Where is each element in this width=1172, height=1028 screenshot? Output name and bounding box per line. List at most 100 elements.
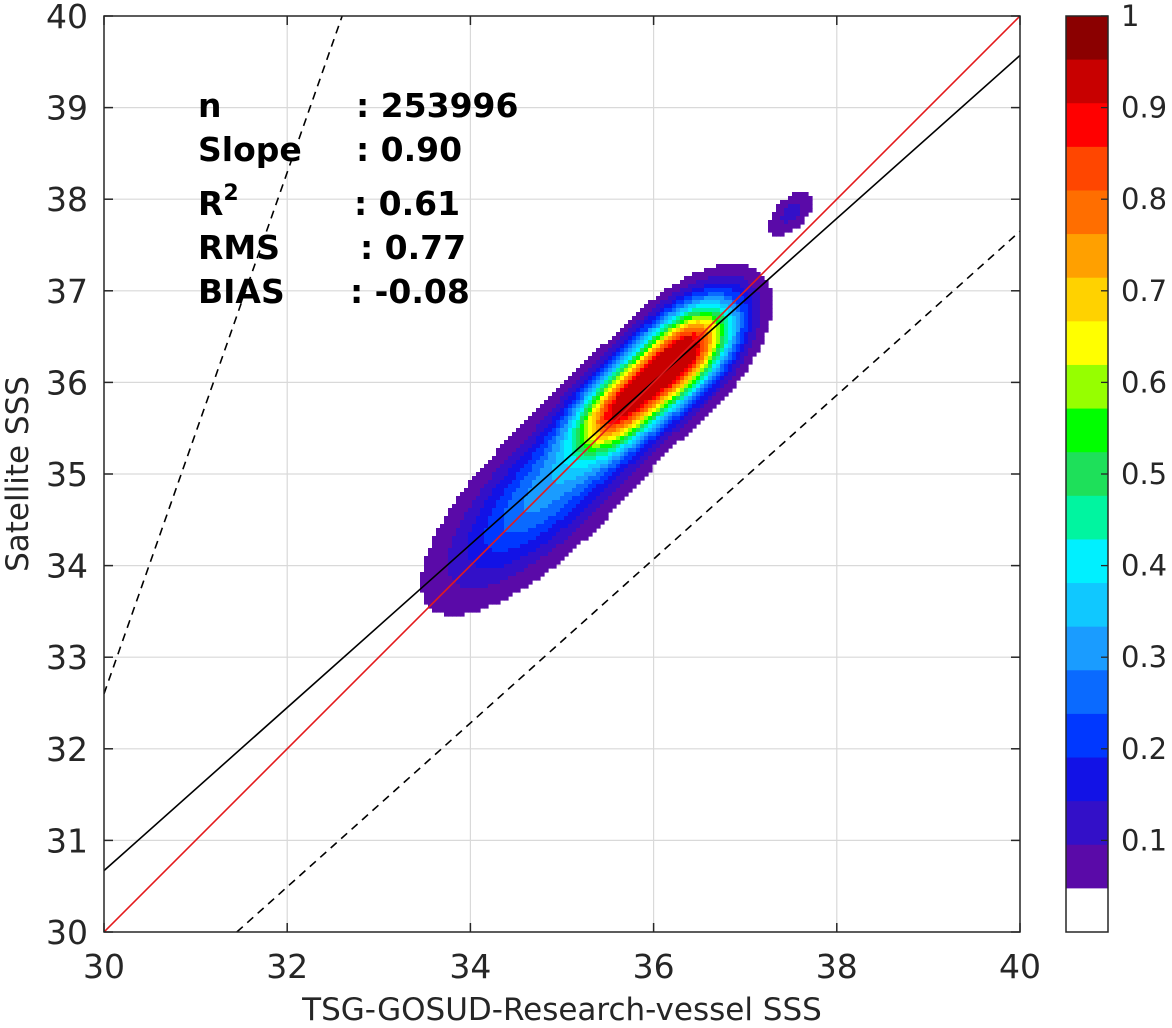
density-cell bbox=[700, 348, 705, 353]
density-cell bbox=[572, 424, 577, 429]
density-cell bbox=[616, 372, 621, 377]
density-cell bbox=[592, 472, 597, 477]
density-cell bbox=[668, 352, 673, 357]
density-cell bbox=[604, 356, 609, 361]
density-cell bbox=[724, 292, 729, 297]
density-cell bbox=[496, 552, 501, 557]
density-cell bbox=[548, 420, 553, 425]
density-cell bbox=[448, 588, 453, 593]
density-cell bbox=[756, 344, 761, 349]
density-cell bbox=[752, 296, 757, 301]
density-cell bbox=[600, 508, 605, 513]
density-cell bbox=[516, 556, 521, 561]
x-tick-label: 36 bbox=[633, 947, 675, 986]
density-cell bbox=[580, 384, 585, 389]
density-cell bbox=[556, 524, 561, 529]
density-cell bbox=[564, 436, 569, 441]
density-cell bbox=[460, 516, 465, 521]
density-cell bbox=[504, 568, 509, 573]
density-cell bbox=[784, 224, 789, 229]
density-cell bbox=[524, 436, 529, 441]
density-cell bbox=[640, 396, 645, 401]
density-cell bbox=[440, 572, 445, 577]
density-cell bbox=[600, 480, 605, 485]
density-cell bbox=[636, 420, 641, 425]
density-cell bbox=[716, 372, 721, 377]
density-cell bbox=[476, 592, 481, 597]
density-cell bbox=[668, 408, 673, 413]
density-cell bbox=[564, 452, 569, 457]
density-cell bbox=[536, 428, 541, 433]
density-cell bbox=[660, 364, 665, 369]
density-cell bbox=[564, 548, 569, 553]
density-cell bbox=[616, 444, 621, 449]
density-cell bbox=[608, 476, 613, 481]
density-cell bbox=[504, 548, 509, 553]
density-cell bbox=[764, 316, 769, 321]
density-cell bbox=[740, 364, 745, 369]
density-cell bbox=[612, 416, 617, 421]
density-cell bbox=[544, 528, 549, 533]
density-cell bbox=[632, 436, 637, 441]
colorbar-segment bbox=[1066, 713, 1108, 759]
density-cell bbox=[548, 560, 553, 565]
density-cell bbox=[608, 480, 613, 485]
density-cell bbox=[520, 540, 525, 545]
density-cell bbox=[664, 316, 669, 321]
density-cell bbox=[728, 300, 733, 305]
density-cell bbox=[540, 520, 545, 525]
density-cell bbox=[640, 388, 645, 393]
density-cell bbox=[732, 384, 737, 389]
density-cell bbox=[748, 292, 753, 297]
density-cell bbox=[608, 472, 613, 477]
density-cell bbox=[508, 580, 513, 585]
x-tick-label: 34 bbox=[449, 947, 491, 986]
density-cell bbox=[584, 368, 589, 373]
density-cell bbox=[672, 300, 677, 305]
density-cell bbox=[724, 288, 729, 293]
density-cell bbox=[608, 364, 613, 369]
density-cell bbox=[568, 484, 573, 489]
density-cell bbox=[532, 524, 537, 529]
density-cell bbox=[564, 388, 569, 393]
x-tick-label: 30 bbox=[83, 947, 125, 986]
density-cell bbox=[548, 432, 553, 437]
density-cell bbox=[700, 388, 705, 393]
density-cell bbox=[620, 404, 625, 409]
density-cell bbox=[720, 352, 725, 357]
density-cell bbox=[476, 572, 481, 577]
density-cell bbox=[640, 324, 645, 329]
density-cell bbox=[580, 412, 585, 417]
density-cell bbox=[468, 608, 473, 613]
density-cell bbox=[656, 428, 661, 433]
density-cell bbox=[592, 500, 597, 505]
density-cell bbox=[592, 452, 597, 457]
density-cell bbox=[676, 368, 681, 373]
density-cell bbox=[516, 436, 521, 441]
density-cell bbox=[708, 356, 713, 361]
density-cell bbox=[472, 600, 477, 605]
density-cell bbox=[804, 192, 809, 197]
density-cell bbox=[428, 556, 433, 561]
density-cell bbox=[432, 608, 437, 613]
density-cell bbox=[476, 480, 481, 485]
density-cell bbox=[596, 484, 601, 489]
density-cell bbox=[512, 540, 517, 545]
density-cell bbox=[540, 408, 545, 413]
density-cell bbox=[688, 308, 693, 313]
density-cell bbox=[476, 476, 481, 481]
density-cell bbox=[640, 432, 645, 437]
y-tick-label: 38 bbox=[46, 180, 88, 219]
density-cell bbox=[688, 420, 693, 425]
density-cell bbox=[716, 288, 721, 293]
density-cell bbox=[456, 568, 461, 573]
density-cell bbox=[624, 340, 629, 345]
density-cell bbox=[524, 496, 529, 501]
density-cell bbox=[544, 420, 549, 425]
density-cell bbox=[700, 316, 705, 321]
density-cell bbox=[544, 428, 549, 433]
density-cell bbox=[704, 360, 709, 365]
density-cell bbox=[764, 312, 769, 317]
density-cell bbox=[780, 220, 785, 225]
density-cell bbox=[608, 496, 613, 501]
